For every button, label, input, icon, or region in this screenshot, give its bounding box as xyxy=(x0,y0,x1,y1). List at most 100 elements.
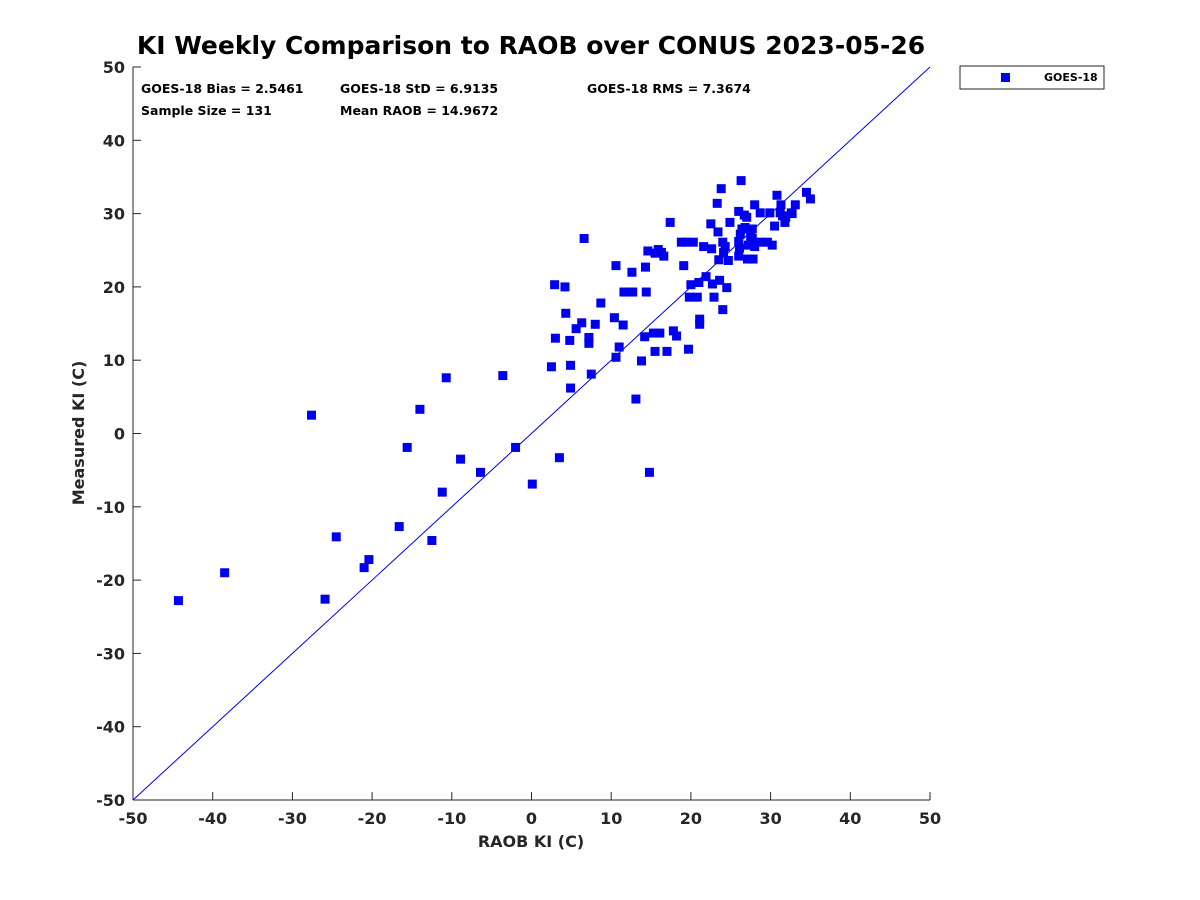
legend-label-goes18: GOES-18 xyxy=(1044,71,1098,84)
data-point xyxy=(723,256,733,266)
y-tick-label: -50 xyxy=(96,791,125,810)
data-point xyxy=(750,242,760,252)
data-point xyxy=(718,305,728,315)
data-point xyxy=(742,212,752,222)
x-tick-label: 20 xyxy=(680,809,702,828)
data-point xyxy=(734,236,744,246)
y-tick-label: 0 xyxy=(114,425,125,444)
one-to-one-reference-line xyxy=(132,66,931,801)
data-point xyxy=(699,242,709,252)
data-point xyxy=(437,487,447,497)
data-point xyxy=(631,394,641,404)
data-point xyxy=(627,267,637,277)
data-point xyxy=(614,342,624,352)
data-point xyxy=(725,217,735,227)
data-point xyxy=(735,229,745,239)
data-point xyxy=(650,346,660,356)
data-point xyxy=(742,254,752,264)
stat-std: GOES-18 StD = 6.9135 xyxy=(340,81,498,96)
data-point xyxy=(359,563,369,573)
data-point xyxy=(747,224,757,234)
data-point xyxy=(684,344,694,354)
data-point xyxy=(402,442,412,452)
data-point xyxy=(527,479,537,489)
data-point xyxy=(715,275,725,285)
data-point xyxy=(565,335,575,345)
data-point xyxy=(740,223,750,233)
x-tick-label: 10 xyxy=(600,809,622,828)
data-point xyxy=(722,283,732,293)
data-point xyxy=(695,319,705,329)
data-point xyxy=(623,287,633,297)
data-point xyxy=(636,356,646,366)
stat-rms: GOES-18 RMS = 7.3674 xyxy=(587,81,751,96)
data-point xyxy=(747,234,757,244)
data-point xyxy=(456,454,466,464)
data-point xyxy=(655,328,665,338)
data-point xyxy=(735,243,745,253)
data-point xyxy=(441,373,451,383)
data-point xyxy=(713,227,723,237)
y-tick-label: -10 xyxy=(96,498,125,517)
data-point xyxy=(475,467,485,477)
data-point xyxy=(648,328,658,338)
y-tick-label: 20 xyxy=(103,278,125,297)
data-point xyxy=(805,194,815,204)
stats-annotation: GOES-18 Bias = 2.5461 GOES-18 StD = 6.91… xyxy=(141,81,751,118)
data-point xyxy=(584,338,594,348)
axis-ticks: -50 -40 -30 -20 -10 0 10 20 30 40 50 -50 -40 -30 -20 -1… xyxy=(96,58,941,828)
stat-bias: GOES-18 Bias = 2.5461 xyxy=(141,81,303,96)
data-point xyxy=(801,187,811,197)
data-point xyxy=(394,522,404,532)
data-point xyxy=(681,237,691,247)
data-point xyxy=(590,319,600,329)
data-point xyxy=(772,190,782,200)
plot-area: -50 -40 -30 -20 -10 0 10 20 30 40 50 -50 -40 -30 -20 -1… xyxy=(96,58,941,828)
legend-marker xyxy=(1001,73,1010,82)
data-point xyxy=(498,371,508,381)
data-point xyxy=(566,383,576,393)
data-point xyxy=(659,251,669,261)
x-tick-label: -40 xyxy=(198,809,227,828)
y-tick-label: 50 xyxy=(103,58,125,77)
data-point xyxy=(694,278,704,288)
stat-sample-size: Sample Size = 131 xyxy=(141,103,272,118)
data-point xyxy=(320,594,330,604)
data-point xyxy=(716,184,726,194)
data-point xyxy=(709,292,719,302)
data-point xyxy=(762,237,772,247)
data-point xyxy=(707,279,717,289)
data-point xyxy=(611,261,621,271)
legend: GOES-18 xyxy=(959,65,1105,90)
x-tick-label: -30 xyxy=(278,809,307,828)
data-point xyxy=(755,208,765,218)
data-point xyxy=(640,262,650,272)
x-tick-label: 50 xyxy=(919,809,941,828)
x-tick-label: 0 xyxy=(526,809,537,828)
data-point xyxy=(719,247,729,257)
data-point xyxy=(736,176,746,186)
x-axis-label: RAOB KI (C) xyxy=(478,832,584,851)
data-point xyxy=(644,467,654,477)
data-point xyxy=(748,254,758,264)
data-point xyxy=(643,246,653,256)
data-point xyxy=(173,596,183,606)
y-tick-label: 40 xyxy=(103,131,125,150)
data-point xyxy=(720,242,730,252)
data-point xyxy=(676,237,686,247)
data-point xyxy=(618,320,628,330)
data-point xyxy=(641,287,651,297)
data-point xyxy=(662,346,672,356)
data-point xyxy=(679,261,689,271)
data-point xyxy=(767,240,777,250)
y-tick-label: -40 xyxy=(96,718,125,737)
x-tick-label: -50 xyxy=(119,809,148,828)
y-tick-label: -20 xyxy=(96,571,125,590)
x-tick-label: 40 xyxy=(839,809,861,828)
data-point xyxy=(611,352,621,362)
data-point xyxy=(586,369,596,379)
legend-box xyxy=(959,65,1105,90)
data-point xyxy=(692,292,702,302)
data-point xyxy=(561,308,571,318)
